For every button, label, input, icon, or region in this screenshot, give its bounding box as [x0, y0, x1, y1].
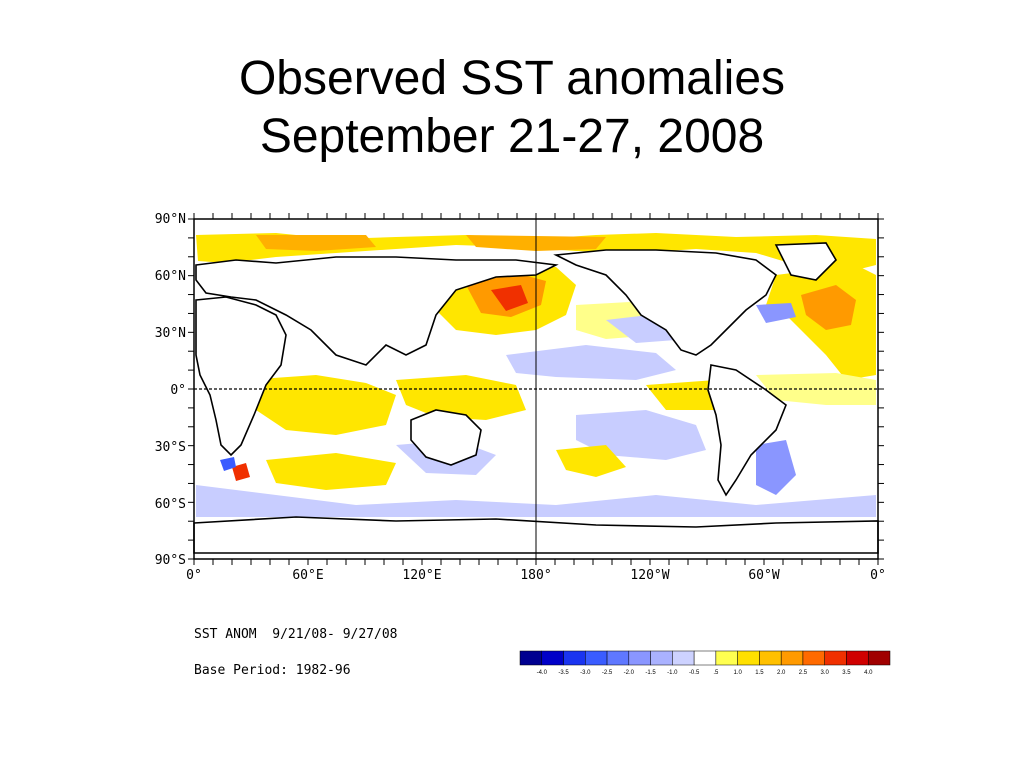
lat-label-30n: 30°N [155, 326, 186, 341]
colorbar-swatch [672, 650, 695, 666]
lat-label-90s: 90°S [155, 553, 186, 568]
anomaly-patch-south-pacific-warm [556, 445, 626, 477]
colorbar-swatch [563, 650, 586, 666]
anomaly-patch-north-atlantic-blue [756, 303, 796, 323]
colorbar-tick-label: -3.0 [580, 670, 591, 676]
colorbar-tick-label: 2.0 [777, 670, 786, 676]
anomaly-patch-agulhas-red [232, 463, 250, 481]
colorbar-tick-label: -0.5 [689, 670, 700, 676]
anomaly-patch-southern-ocean-cool [196, 485, 876, 517]
lat-label-90n: 90°N [155, 212, 186, 227]
lat-label-30s: 30°S [155, 440, 186, 455]
landmass-south-america [707, 364, 787, 497]
colorbar-swatch [606, 650, 630, 666]
colorbar-swatch [737, 650, 760, 666]
lon-label-0-east: 0° [870, 568, 886, 583]
colorbar-swatch [628, 650, 651, 666]
title-line-1: Observed SST anomalies [238, 52, 786, 105]
lat-label-60n: 60°N [155, 269, 186, 284]
anomaly-patch-south-pacific-cool [576, 410, 706, 460]
title-line-2: September 21-27, 2008 [259, 110, 765, 163]
continents [193, 242, 879, 554]
lon-label-60w: 60°W [748, 568, 779, 583]
lon-label-120e: 120°E [402, 568, 441, 583]
colorbar-swatch [519, 650, 543, 666]
landmass-africa [195, 296, 287, 457]
anomaly-patch-north-atlantic-orange [801, 285, 856, 330]
caption-base-period: Base Period: 1982-96 [194, 663, 351, 678]
latitude-labels: 90°N 60°N 30°N 0° 30°S 60°S 90°S [155, 212, 186, 568]
colorbar-swatch [650, 650, 673, 666]
landmass-australia [410, 409, 482, 466]
colorbar-swatch [824, 650, 847, 666]
colorbar-tick-label: -4.0 [537, 670, 548, 676]
colorbar-tick-label: 1.5 [755, 670, 764, 676]
lon-label-120w: 120°W [630, 568, 669, 583]
colorbar-tick-label: 2.5 [799, 670, 808, 676]
colorbar-tick-label: 3.5 [842, 670, 851, 676]
anomaly-patch-nw-pacific-red [491, 285, 528, 311]
anomaly-patch-south-indian-warm [266, 453, 396, 490]
colorbar-swatch [780, 650, 804, 666]
anomaly-patch-arctic-orange [256, 235, 376, 251]
slide-title: Observed SST anomalies September 21-27, … [0, 50, 1024, 166]
map-ticks [188, 213, 884, 565]
anomaly-patch-central-pacific-cool [506, 345, 676, 380]
colorbar-swatch [867, 650, 891, 666]
colorbar-tick-label: .5 [713, 670, 719, 676]
lat-label-equator: 0° [170, 383, 186, 398]
lon-label-60e: 60°E [292, 568, 323, 583]
colorbar: -4.0 -3.5 -3.0 -2.5 -2.0 -1.5 -1.0 -0.5 .5 1.0 1.5… [519, 650, 891, 676]
lat-label-60s: 60°S [155, 497, 186, 512]
colorbar-tick-label: 1.0 [733, 670, 742, 676]
colorbar-swatch [693, 650, 717, 666]
lon-label-180: 180° [520, 568, 551, 583]
landmass-north-america [553, 249, 778, 356]
anomaly-patch-south-atlantic-cool [756, 440, 796, 495]
sst-anomaly-map-figure: 90°N 60°N 30°N 0° 30°S 60°S 90°S 0° 60°E… [155, 212, 891, 678]
colorbar-swatch [759, 650, 782, 666]
colorbar-tick-label: -2.5 [602, 670, 613, 676]
anomaly-patch-agulhas-blue [220, 457, 236, 471]
landmass-eurasia [195, 256, 559, 366]
anomaly-field [196, 233, 876, 517]
longitude-labels: 0° 60°E 120°E 180° 120°W 60°W 0° [186, 568, 886, 583]
colorbar-swatch [585, 650, 608, 666]
lon-label-0: 0° [186, 568, 202, 583]
colorbar-tick-label: 4.0 [864, 670, 873, 676]
colorbar-swatch [541, 650, 564, 666]
anomaly-patch-west-pacific-warm [396, 375, 526, 420]
colorbar-tick-label: -3.5 [558, 670, 569, 676]
colorbar-tick-label: -2.0 [624, 670, 635, 676]
colorbar-swatch [846, 650, 869, 666]
colorbar-tick-label: 3.0 [821, 670, 830, 676]
caption-period: SST ANOM 9/21/08- 9/27/08 [194, 627, 398, 642]
anomaly-patch-indian-ocean-warm [246, 375, 396, 435]
colorbar-tick-label: -1.5 [645, 670, 656, 676]
colorbar-swatch [802, 650, 825, 666]
colorbar-tick-label: -1.0 [667, 670, 678, 676]
landmass-greenland [774, 242, 838, 281]
colorbar-swatch [715, 650, 738, 666]
